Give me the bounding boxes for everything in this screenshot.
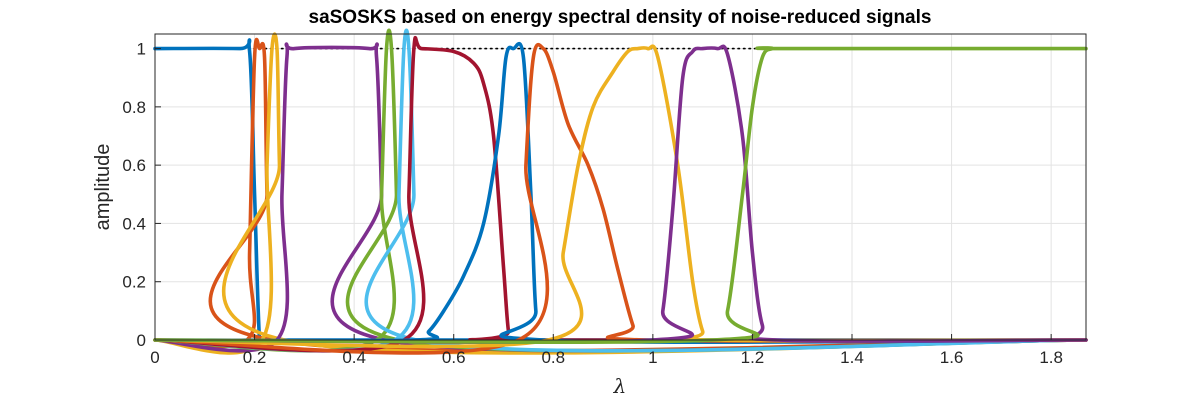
x-tick-label: 0.4 [342,348,366,367]
series-line-12 [153,46,1088,344]
y-tick-label: 0.2 [122,273,146,292]
y-tick-label: 0.4 [122,214,146,233]
y-tick-label: 0.6 [122,156,146,175]
x-tick-label: 1.4 [840,348,864,367]
x-tick-label: 0.6 [442,348,466,367]
series-line-9 [153,42,1088,355]
axes-background [155,34,1086,340]
y-axis-label: amplitude [92,144,114,231]
ticks: 0 0.2 0.4 0.6 0.8 1 1.2 1.4 1.6 1.8 0 0.2 0.4 0.6 0.8 1 [122,40,1063,367]
x-tick-label: 1.2 [741,348,765,367]
x-tick-label: 1.8 [1039,348,1063,367]
series-line-6 [153,28,1088,353]
x-tick-label: 1 [648,348,657,367]
x-tick-label: 0.2 [243,348,267,367]
chart-title: saSOSKS based on energy spectral density… [309,7,932,28]
x-tick-label: 0 [150,348,159,367]
series-line-8 [153,42,1088,344]
y-tick-label: 0 [137,331,146,350]
series-line-11 [153,44,1088,344]
y-tick-label: 0.8 [122,98,146,117]
axes-box [154,33,1087,341]
y-tick-label: 1 [137,40,146,59]
x-tick-label: 0.8 [541,348,565,367]
x-axis-label: λ [613,374,627,398]
x-tick-label: 1.6 [940,348,964,367]
series-line-3 [153,32,1088,355]
